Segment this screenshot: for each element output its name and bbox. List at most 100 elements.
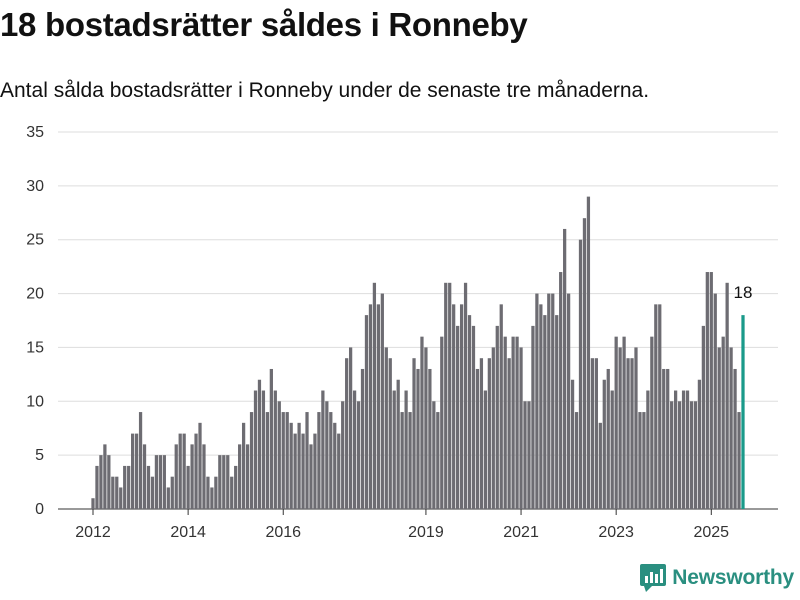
x-tick-label: 2014 [170,524,206,541]
bar [178,433,182,509]
bar [154,455,159,509]
bar [479,358,484,509]
bar [107,455,111,509]
bar [166,487,170,509]
bar [356,401,361,509]
bar [182,433,186,509]
bar [452,304,456,509]
y-tick-label: 15 [26,339,44,356]
bar [234,465,238,509]
y-tick-label: 25 [26,232,44,249]
bar [709,272,713,509]
bar [563,228,567,509]
chart-subtitle: Antal sålda bostadsrätter i Ronneby unde… [0,79,650,102]
bar [523,401,527,509]
bar [543,315,547,509]
bar [590,358,595,509]
bar [329,412,333,509]
bar [317,412,321,509]
bar [222,455,226,509]
bar [693,401,698,509]
x-tick-label: 2016 [265,524,301,541]
bar [650,336,654,509]
bar [95,465,99,509]
bar [713,293,717,509]
bar [471,325,476,509]
bar [463,282,468,509]
bar [214,476,218,509]
bar [456,325,460,509]
newsworthy-text: Newsworthy [672,566,794,589]
bar [681,390,686,509]
bar [91,498,95,509]
bar [574,412,579,509]
bar [448,282,452,509]
bar [253,390,258,509]
bar [666,368,670,509]
bar [503,336,507,509]
bar [578,239,583,509]
bar [309,444,313,509]
bar [123,465,127,509]
bar [598,422,602,509]
x-tick-label: 2021 [503,524,539,541]
bar [138,412,143,509]
x-tick-label: 2023 [598,524,634,541]
bar [396,379,400,509]
bar [717,347,721,509]
bar [131,433,135,509]
bar [467,315,472,509]
bar [146,465,151,509]
bar [392,390,396,509]
bar [210,487,214,509]
bar [559,272,563,509]
bar [551,293,555,509]
bar-highlight [741,315,745,509]
data-labels: 18 [734,283,753,302]
bar [527,401,531,509]
bar [459,304,464,509]
bar [654,304,658,509]
bar [626,358,630,509]
bar [412,358,416,509]
bar [325,401,329,509]
bar [186,465,190,509]
bar [662,368,666,509]
bar [273,390,277,509]
y-tick-label: 10 [26,393,44,410]
bar [697,379,702,509]
x-tick-label: 2012 [75,524,111,541]
bar [388,358,392,509]
bar [531,325,535,509]
bar [297,422,301,509]
bar [729,347,733,509]
bar [198,422,202,509]
bar [341,401,345,509]
bar [630,358,634,509]
bar [202,444,206,509]
bar [261,390,266,509]
bar [701,325,705,509]
x-tick-label: 2019 [408,524,444,541]
bar [673,390,678,509]
bar [404,390,408,509]
bar [368,304,373,509]
bar [519,347,523,509]
bars [91,196,745,509]
bar [424,347,428,509]
bar [495,325,499,509]
bar [677,401,682,509]
bar [269,368,273,509]
y-axis: 0 5 10 15 20 25 30 35 [26,124,44,518]
bar [570,379,575,509]
bar [170,476,174,509]
bar [638,412,642,509]
bar [487,358,491,509]
bar [586,196,591,509]
bar [111,476,115,509]
y-tick-label: 35 [26,124,44,141]
bar [206,476,210,509]
bar [103,444,107,509]
bar [238,444,242,509]
